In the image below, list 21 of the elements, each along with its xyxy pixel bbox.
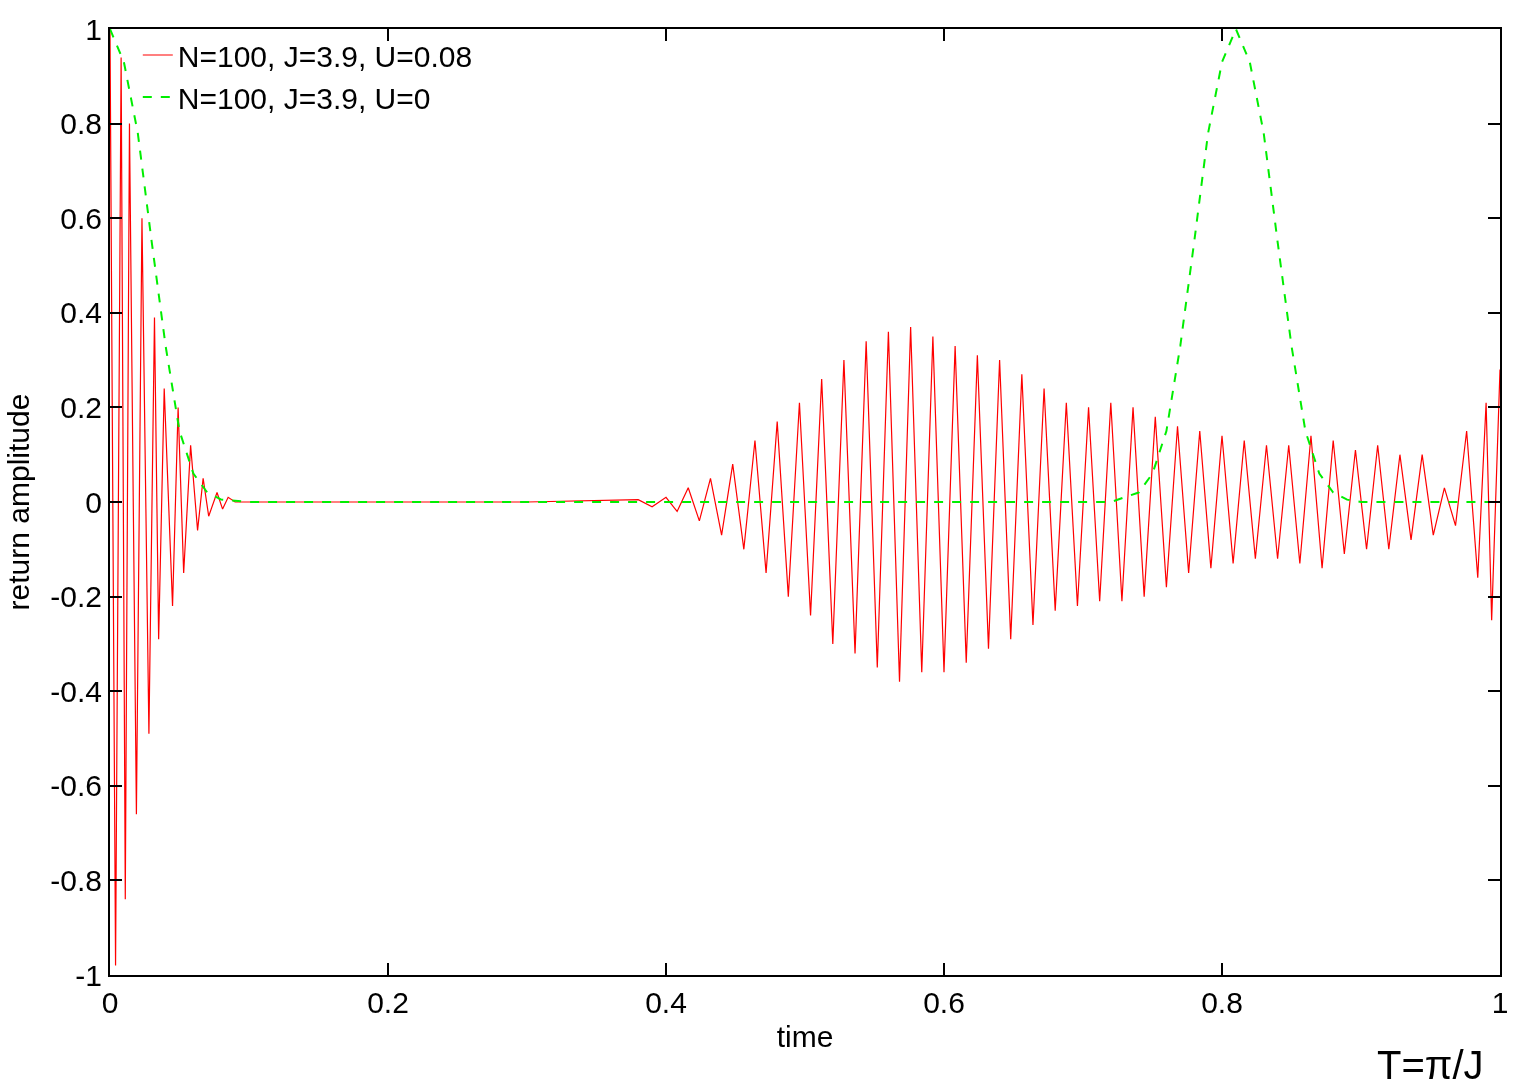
x-tick-label: 0.6 <box>923 986 965 1019</box>
y-tick-label: 0.4 <box>60 296 102 330</box>
y-tick-label: -0.8 <box>50 863 102 897</box>
text: T=π/J <box>1377 1043 1484 1085</box>
y-tick-label: 0 <box>85 485 102 519</box>
y-tick-label: -0.4 <box>50 674 102 708</box>
x-tick-label: 0.8 <box>1201 986 1243 1019</box>
legend-label: N=100, J=3.9, U=0.08 <box>177 39 473 73</box>
y-tick-label: 1 <box>85 12 102 46</box>
y-tick-label: 0.8 <box>60 107 102 141</box>
y-axis-title: return amplitude <box>1 393 35 611</box>
x-axis-title: time <box>776 1020 834 1053</box>
x-tick-label: 0.4 <box>645 986 687 1019</box>
legend-label: N=100, J=3.9, U=0 <box>177 81 431 115</box>
x-tick-label: 1 <box>1491 986 1509 1019</box>
y-tick-label: -1 <box>75 958 102 992</box>
y-tick-label: -0.6 <box>50 769 102 803</box>
y-tick-label: 0.2 <box>60 390 102 424</box>
y-tick-label: -0.2 <box>50 580 102 614</box>
x-tick-label: 0.2 <box>367 986 409 1019</box>
y-tick-label: 0.6 <box>60 201 102 235</box>
